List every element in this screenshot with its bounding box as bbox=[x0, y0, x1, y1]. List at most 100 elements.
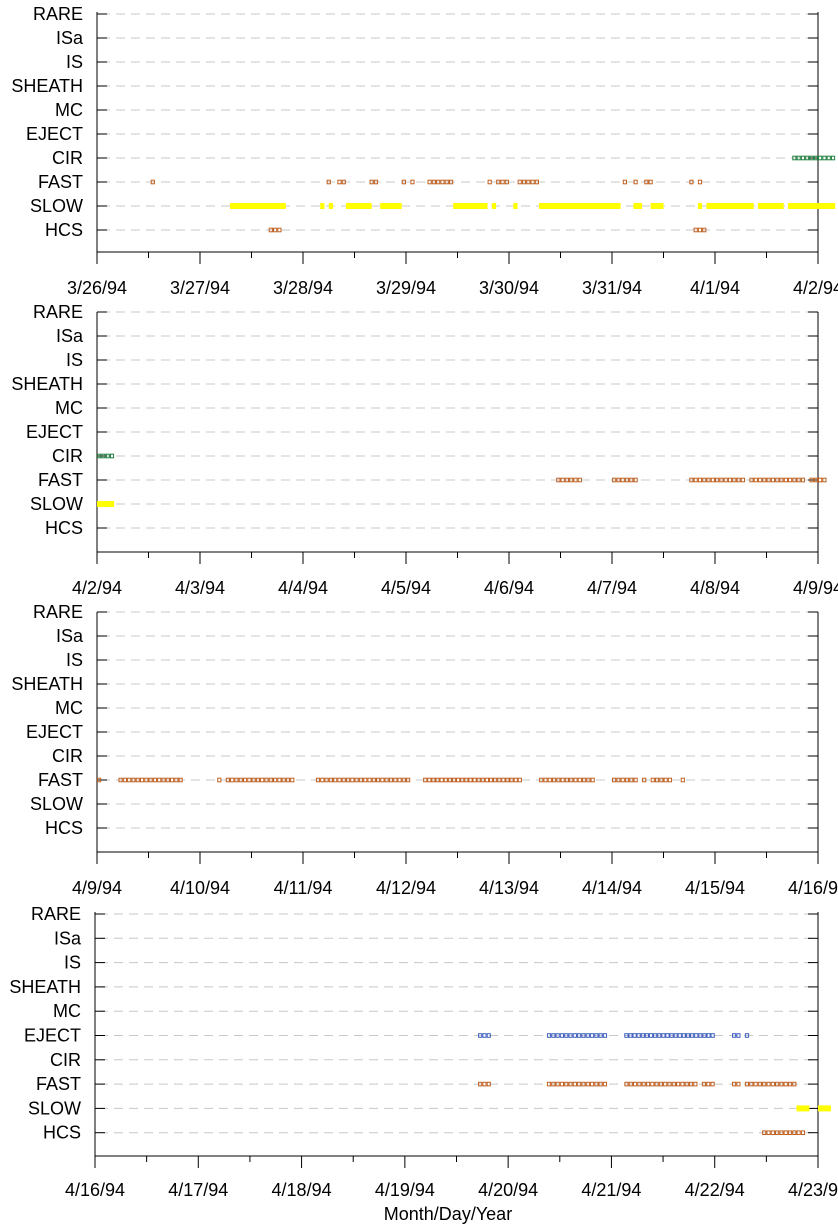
data-marker bbox=[796, 1130, 801, 1136]
data-marker bbox=[792, 477, 797, 483]
data-marker bbox=[766, 477, 771, 483]
data-interval bbox=[230, 203, 286, 209]
x-tick-label: 4/13/94 bbox=[479, 878, 539, 898]
data-marker bbox=[701, 1081, 707, 1087]
data-marker bbox=[813, 477, 818, 483]
data-marker bbox=[787, 1130, 793, 1136]
category-label: IS bbox=[66, 52, 83, 72]
data-marker bbox=[277, 227, 282, 233]
x-tick-label: 4/14/94 bbox=[582, 878, 642, 898]
data-marker bbox=[622, 179, 627, 185]
data-marker bbox=[667, 777, 673, 783]
data-marker bbox=[585, 1033, 590, 1038]
data-marker bbox=[744, 1081, 750, 1087]
x-tick-label: 4/19/94 bbox=[375, 1180, 435, 1200]
data-marker bbox=[736, 477, 741, 483]
data-marker bbox=[551, 1081, 556, 1087]
data-marker bbox=[148, 777, 153, 783]
data-interval bbox=[320, 203, 325, 209]
data-marker bbox=[410, 179, 415, 185]
category-label: ISa bbox=[54, 928, 82, 948]
data-marker bbox=[657, 1033, 662, 1038]
data-marker bbox=[590, 777, 595, 783]
data-marker bbox=[779, 1130, 784, 1136]
data-marker bbox=[663, 1081, 668, 1087]
data-marker bbox=[369, 179, 374, 185]
data-marker bbox=[697, 477, 703, 483]
data-marker bbox=[273, 227, 278, 233]
x-tick-label: 3/27/94 bbox=[170, 278, 230, 298]
data-marker bbox=[551, 777, 557, 783]
data-marker bbox=[770, 1081, 775, 1087]
category-label: FAST bbox=[38, 172, 83, 192]
data-marker bbox=[650, 777, 655, 783]
data-marker bbox=[150, 179, 155, 185]
data-marker bbox=[629, 477, 634, 483]
data-marker bbox=[423, 777, 428, 783]
data-marker bbox=[690, 1033, 695, 1038]
data-marker bbox=[644, 179, 649, 185]
data-marker bbox=[435, 777, 440, 783]
data-marker bbox=[376, 777, 381, 783]
data-marker bbox=[783, 1081, 788, 1087]
x-tick-label: 4/2/94 bbox=[72, 578, 122, 598]
data-marker bbox=[476, 777, 481, 783]
data-marker bbox=[482, 1033, 487, 1038]
data-marker bbox=[328, 777, 333, 783]
data-marker bbox=[727, 477, 733, 483]
x-tick-label: 4/10/94 bbox=[170, 878, 230, 898]
data-marker bbox=[388, 777, 394, 783]
category-label: EJECT bbox=[26, 124, 83, 144]
data-marker bbox=[775, 1081, 780, 1087]
category-label: EJECT bbox=[26, 722, 83, 742]
x-tick-label: 4/2/94 bbox=[793, 278, 838, 298]
data-marker bbox=[809, 155, 814, 161]
data-marker bbox=[753, 477, 758, 483]
data-marker bbox=[478, 1081, 483, 1087]
data-marker bbox=[484, 777, 490, 783]
x-tick-label: 4/8/94 bbox=[690, 578, 740, 598]
data-marker bbox=[315, 777, 321, 783]
category-label: FAST bbox=[38, 470, 83, 490]
data-marker bbox=[568, 1033, 573, 1038]
data-interval bbox=[697, 203, 703, 209]
data-marker bbox=[594, 1081, 599, 1087]
chart-panel: RARE ISa IS SHEATH MC EJECT CIR FAST SLOW HCS 4/2/… bbox=[11, 302, 838, 598]
data-marker bbox=[673, 1033, 678, 1038]
data-marker bbox=[559, 1081, 565, 1087]
data-marker bbox=[792, 1081, 797, 1087]
category-label: HCS bbox=[45, 818, 83, 838]
data-marker bbox=[326, 179, 331, 185]
data-marker bbox=[792, 155, 797, 161]
data-marker bbox=[577, 777, 582, 783]
category-label: MC bbox=[55, 398, 83, 418]
data-marker bbox=[482, 1081, 487, 1087]
data-marker bbox=[260, 777, 265, 783]
data-marker bbox=[762, 1081, 767, 1087]
data-marker bbox=[572, 1033, 577, 1038]
data-marker bbox=[97, 453, 102, 459]
data-marker bbox=[779, 1081, 784, 1087]
data-marker bbox=[530, 179, 535, 185]
data-interval bbox=[328, 203, 334, 209]
data-marker bbox=[736, 1033, 741, 1038]
data-marker bbox=[680, 1081, 685, 1087]
data-marker bbox=[556, 477, 561, 483]
data-marker bbox=[539, 777, 544, 783]
data-marker bbox=[589, 1081, 595, 1087]
x-tick-label: 4/15/94 bbox=[685, 878, 745, 898]
data-marker bbox=[694, 1033, 699, 1038]
data-marker bbox=[689, 179, 694, 185]
data-marker bbox=[693, 477, 698, 483]
category-label: ISa bbox=[56, 28, 84, 48]
data-marker bbox=[406, 777, 411, 783]
data-marker bbox=[770, 1130, 775, 1136]
data-marker bbox=[620, 777, 625, 783]
data-marker bbox=[341, 777, 346, 783]
data-marker bbox=[749, 477, 754, 483]
data-marker bbox=[702, 227, 707, 233]
x-tick-label: 4/5/94 bbox=[381, 578, 431, 598]
data-marker bbox=[373, 179, 379, 185]
data-marker bbox=[809, 477, 814, 483]
data-marker bbox=[624, 1081, 629, 1087]
